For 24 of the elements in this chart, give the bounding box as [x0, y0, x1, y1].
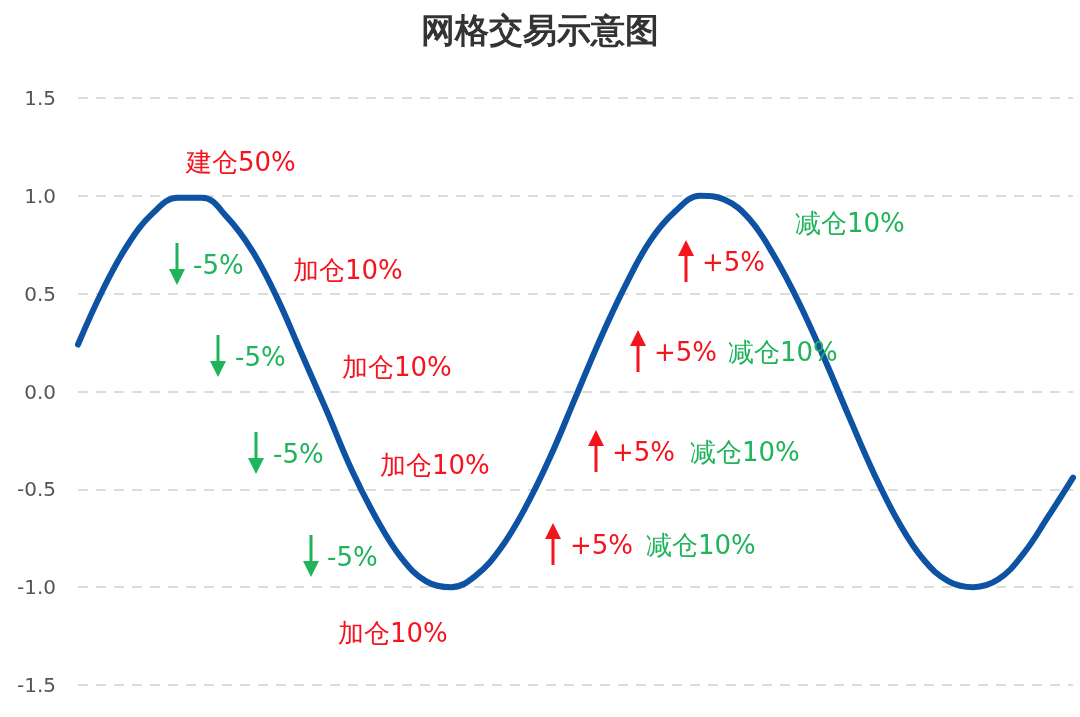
annotation: +5%	[702, 247, 766, 277]
annotation: 加仓10%	[380, 450, 490, 480]
annotation: -5%	[193, 250, 244, 280]
annotation: 加仓10%	[342, 352, 452, 382]
annotation: 减仓10%	[646, 530, 756, 560]
annotation: +5%	[612, 437, 676, 467]
annotation: +5%	[570, 530, 634, 560]
chart-title: 网格交易示意图	[421, 10, 659, 50]
y-tick-label: 0.0	[24, 379, 56, 404]
annotation: -5%	[235, 342, 286, 372]
annotation: +5%	[654, 337, 718, 367]
annotation: 加仓10%	[293, 255, 403, 285]
y-tick-label: 1.0	[24, 183, 56, 208]
annotation: 减仓10%	[795, 208, 905, 238]
y-tick-label: 1.5	[24, 86, 56, 110]
annotation: -5%	[327, 542, 378, 572]
annotation: 加仓10%	[338, 618, 448, 648]
y-tick-label: 0.5	[24, 281, 56, 306]
y-tick-label: -0.5	[16, 477, 56, 502]
y-tick-label: -1.0	[16, 575, 56, 600]
annotation: 建仓50%	[186, 147, 296, 177]
annotation: -5%	[273, 439, 324, 469]
annotation: 减仓10%	[690, 437, 800, 467]
y-tick-label: -1.5	[16, 673, 56, 697]
